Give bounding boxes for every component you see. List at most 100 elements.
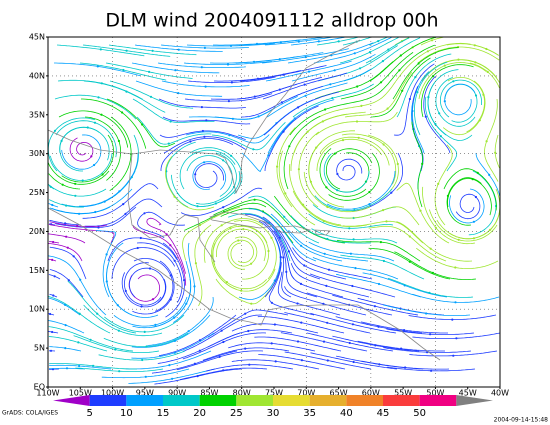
streamline: [106, 242, 133, 316]
streamline: [192, 161, 227, 190]
arrow-head: [169, 298, 172, 301]
arrow-head: [122, 68, 125, 72]
arrow-head: [203, 46, 206, 50]
streamline: [429, 209, 498, 242]
arrow-head: [173, 351, 176, 354]
lat-label: 15N: [29, 266, 45, 275]
arrow-head: [143, 212, 146, 215]
arrow-head: [141, 358, 144, 362]
arrow-head: [90, 155, 93, 158]
streamline: [235, 52, 324, 64]
arrow-head: [93, 121, 97, 124]
arrow-head: [296, 302, 299, 305]
grid: [48, 37, 500, 387]
colorbar-label: 20: [193, 408, 206, 419]
arrow-head: [451, 318, 454, 321]
arrow-head: [438, 112, 441, 115]
colorbar-label: 45: [377, 408, 390, 419]
arrow-head: [53, 275, 56, 278]
colorbar-label: 35: [303, 408, 316, 419]
coastline: [131, 39, 361, 195]
arrow-head: [52, 240, 55, 244]
streamline: [268, 262, 315, 316]
arrow-head: [327, 268, 331, 271]
arrow-head: [325, 186, 328, 189]
arrow-head: [52, 294, 55, 297]
arrow-head: [280, 101, 283, 104]
coastline: [47, 207, 441, 361]
streamline: [472, 44, 499, 56]
arrow-head: [96, 312, 99, 315]
streamline: [132, 98, 215, 123]
streamline: [468, 170, 497, 236]
arrow-head: [171, 377, 174, 380]
arrow-head: [244, 347, 247, 350]
arrow-head: [382, 209, 385, 212]
arrow-head: [121, 111, 124, 114]
arrow-head: [177, 92, 180, 95]
arrow-head: [337, 40, 340, 43]
colorbar-segment: [126, 395, 163, 406]
arrow-head: [297, 168, 300, 171]
streamline: [387, 277, 474, 298]
streamline: [215, 228, 266, 262]
arrow-head: [352, 360, 355, 364]
arrow-head: [408, 97, 411, 101]
arrow-head: [329, 83, 332, 86]
arrow-head: [352, 238, 355, 241]
streamline: [103, 332, 189, 348]
arrow-head: [452, 354, 455, 357]
island: [209, 211, 274, 229]
arrow-head: [79, 278, 82, 281]
streamline: [48, 243, 83, 262]
arrow-head: [97, 96, 100, 99]
arrow-head: [476, 171, 479, 174]
arrow-head: [194, 262, 197, 265]
streamline: [182, 314, 262, 352]
arrow-head: [368, 203, 371, 206]
lon-label: 90W: [168, 389, 186, 398]
colorbar-label: 15: [157, 408, 170, 419]
arrow-head: [117, 329, 120, 332]
lon-label: 80W: [233, 389, 251, 398]
lat-label: 35N: [29, 110, 45, 119]
arrow-head: [283, 215, 286, 218]
streamline: [424, 96, 458, 172]
arrow-head: [168, 364, 171, 367]
arrow-head: [439, 135, 442, 138]
streamline: [308, 241, 395, 262]
arrow-head: [307, 70, 311, 73]
arrow-head: [227, 100, 230, 103]
lon-label: 85W: [200, 389, 218, 398]
arrow-head: [322, 220, 325, 223]
arrow-head: [382, 259, 385, 263]
arrow-head: [443, 100, 446, 103]
arrow-head: [297, 40, 300, 43]
streamline: [332, 335, 420, 352]
arrow-head: [323, 252, 326, 255]
arrow-head: [387, 48, 390, 51]
arrow-head: [118, 370, 121, 373]
arrow-head: [408, 235, 411, 238]
arrow-head: [67, 279, 70, 282]
arrow-head: [300, 244, 303, 247]
arrow-head: [66, 246, 69, 249]
streamline: [48, 297, 81, 316]
arrow-head: [379, 241, 382, 244]
arrow-head: [77, 341, 80, 344]
coastline: [47, 129, 216, 263]
arrow-head: [437, 182, 440, 185]
arrow-head: [226, 63, 230, 66]
arrow-head: [151, 298, 155, 301]
arrow-head: [416, 91, 419, 94]
lon-label: 65W: [330, 389, 348, 398]
arrow-head: [61, 183, 64, 186]
arrow-head: [299, 282, 303, 285]
arrow-head: [287, 250, 290, 253]
arrow-head: [51, 203, 54, 207]
arrow-head: [139, 236, 142, 240]
arrow-head: [285, 270, 288, 273]
arrow-head: [446, 194, 449, 197]
arrow-head: [169, 274, 172, 277]
arrow-head: [472, 220, 475, 223]
